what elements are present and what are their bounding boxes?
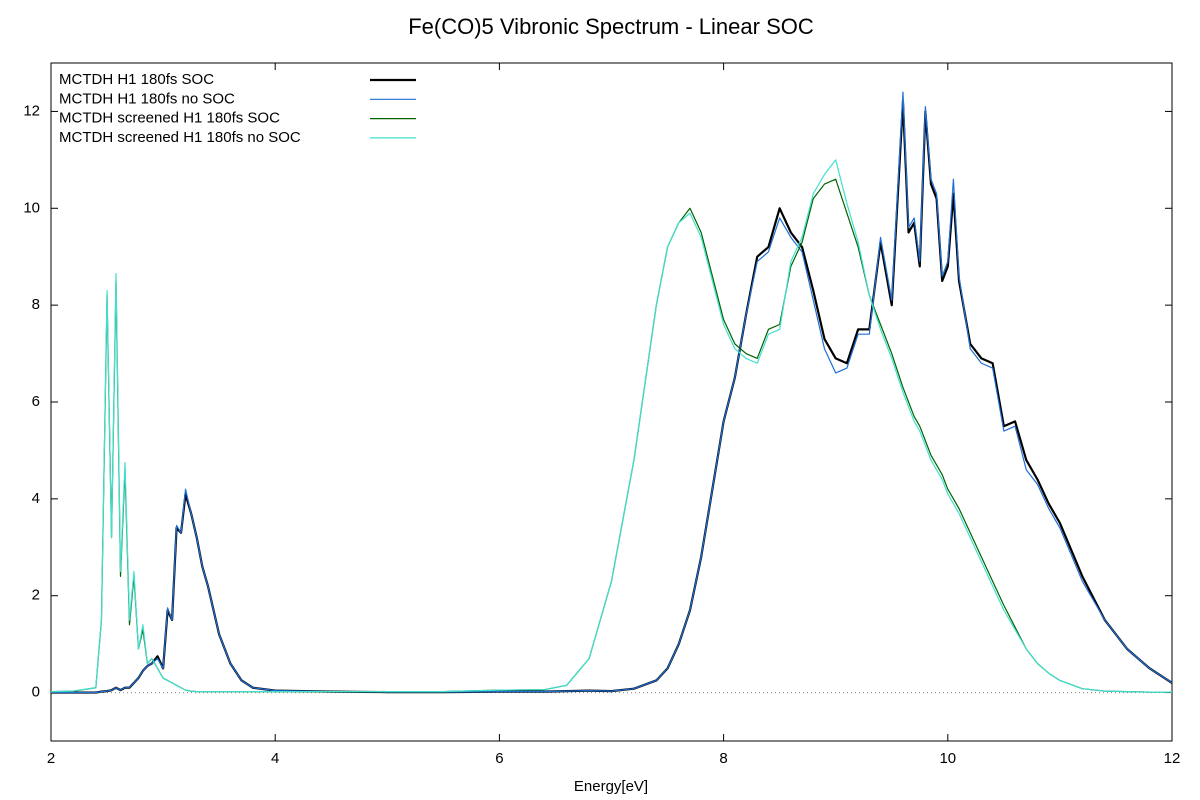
y-tick-label: 2 xyxy=(32,587,40,604)
x-tick-label: 6 xyxy=(495,750,503,767)
y-tick-label: 0 xyxy=(32,684,40,701)
y-tick-label: 8 xyxy=(32,296,40,313)
y-tick-label: 12 xyxy=(23,102,40,119)
legend-label: MCTDH screened H1 180fs SOC xyxy=(59,110,280,127)
x-tick-label: 8 xyxy=(719,750,727,767)
series-line xyxy=(51,91,1173,694)
x-tick-label: 12 xyxy=(1164,750,1181,767)
plot-frame xyxy=(50,62,1173,742)
legend-label: MCTDH H1 180fs no SOC xyxy=(59,90,235,107)
x-axis-label: Energy[eV] xyxy=(574,778,648,795)
legend-label: MCTDH screened H1 180fs no SOC xyxy=(59,129,301,146)
y-tick-label: 4 xyxy=(32,490,40,507)
chart-title: Fe(CO)5 Vibronic Spectrum - Linear SOC xyxy=(408,14,814,39)
series-line xyxy=(50,178,1172,693)
x-tick-label: 2 xyxy=(47,750,55,767)
series-line xyxy=(50,159,1172,693)
y-tick-label: 10 xyxy=(23,199,40,216)
x-tick-label: 10 xyxy=(939,750,956,767)
legend-label: MCTDH H1 180fs SOC xyxy=(59,71,214,88)
x-tick-label: 4 xyxy=(271,750,279,767)
series-line xyxy=(51,100,1173,694)
y-tick-label: 6 xyxy=(32,393,40,410)
